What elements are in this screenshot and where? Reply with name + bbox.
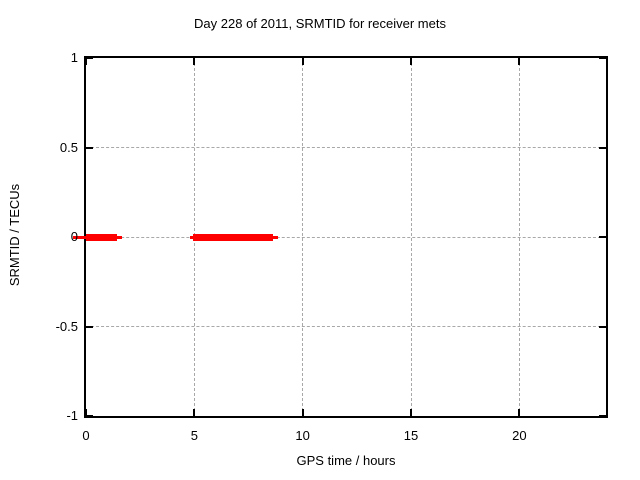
chart-title: Day 228 of 2011, SRMTID for receiver met… — [194, 16, 446, 31]
y-tick-label: -1 — [66, 408, 78, 423]
y-gridline — [86, 326, 606, 327]
y-tick-label: 1 — [70, 50, 78, 65]
x-tick-label: 15 — [403, 428, 419, 443]
y-tick-label: 0 — [70, 229, 78, 244]
y-tick-right — [599, 236, 606, 238]
y-tick-label: -0.5 — [55, 318, 78, 334]
y-tick-right — [599, 57, 606, 59]
x-tick-top — [193, 58, 196, 65]
series-layer — [73, 58, 606, 416]
y-tick-right — [599, 325, 606, 328]
x-tick-label: 20 — [512, 428, 527, 443]
x-tick-bottom — [193, 409, 196, 416]
x-tick-top — [410, 58, 412, 65]
x-tick-label: 10 — [295, 428, 310, 443]
tick-layer — [85, 57, 606, 417]
x-tick-top — [518, 58, 521, 65]
y-tick-label: 0.5 — [59, 139, 78, 155]
x-tick-bottom — [518, 409, 521, 416]
x-tick-label: 0 — [82, 428, 90, 443]
y-tick-left — [86, 415, 93, 417]
y-tick-right — [599, 415, 606, 417]
x-tick-bottom — [301, 409, 304, 416]
series-segment — [86, 234, 118, 241]
plot-area — [73, 56, 608, 418]
x-tick-label: 5 — [190, 428, 198, 443]
y-gridline — [86, 236, 606, 238]
x-tick-top — [301, 58, 304, 65]
series-segment — [193, 234, 274, 241]
y-tick-left — [86, 146, 93, 149]
x-tick-bottom — [410, 409, 412, 416]
y-tick-left — [86, 325, 93, 328]
y-gridline — [86, 147, 606, 148]
y-tick-right — [599, 146, 606, 149]
x-axis-label: GPS time / hours — [296, 453, 396, 468]
x-tick-bottom — [85, 409, 87, 416]
y-tick-left — [86, 57, 93, 59]
x-tick-top — [85, 58, 87, 65]
